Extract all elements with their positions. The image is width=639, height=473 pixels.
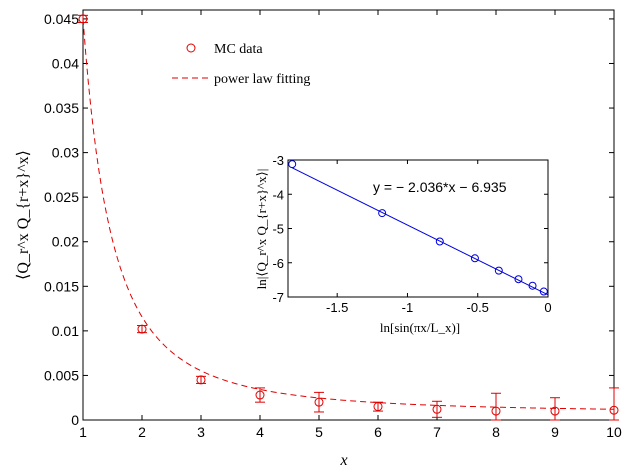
inset-y-tick-label: -5 [272, 222, 284, 237]
main-fit-curve [82, 18, 615, 410]
inset-x-tick-label: 0 [544, 300, 551, 315]
main-x-axis-label: x [339, 452, 347, 469]
y-tick-label: 0.03 [52, 145, 79, 161]
data-point [255, 390, 265, 400]
y-tick-label: 0.02 [52, 234, 79, 250]
y-tick-label: 0.015 [44, 278, 79, 294]
inset-x-tick-label: -1 [402, 300, 414, 315]
inset-data-point [514, 275, 523, 284]
y-tick-label: 0 [71, 412, 79, 428]
y-tick-label: 0.045 [44, 11, 79, 27]
inset-y-axis-label: ln|⟨Q_r^x Q_{r+x}^x⟩| [254, 169, 269, 290]
inset-fit-line [291, 167, 549, 296]
inset-plot-frame [287, 159, 549, 298]
inset-y-tick-label: -7 [272, 290, 284, 305]
data-point [609, 405, 619, 415]
inset-data-point [539, 287, 548, 296]
x-tick-label: 4 [256, 424, 264, 440]
data-point [550, 406, 560, 416]
y-tick-label: 0.035 [44, 100, 79, 116]
legend-label-mc-data: MC data [214, 42, 263, 57]
fit-curve-path [82, 18, 615, 410]
x-tick-label: 8 [492, 424, 500, 440]
inset-data-point [494, 266, 503, 275]
inset-y-tick-label: -4 [272, 187, 284, 202]
inset-fit-line-path [291, 167, 549, 296]
inset-data-point [528, 281, 537, 290]
data-point [432, 404, 442, 414]
y-tick-label: 0.01 [52, 323, 79, 339]
main-data-points [78, 14, 619, 421]
inset-data-point [378, 209, 387, 218]
data-point [314, 397, 324, 407]
inset-fit-equation: y = − 2.036*x − 6.935 [373, 179, 507, 195]
data-point [373, 402, 383, 412]
main-axis-ticks: 1 2 3 4 5 6 7 8 9 10 0 0.005 0.01 0.015 0.02 0.025 0.03 0… [44, 10, 622, 440]
main-legend: MC data power law fitting [172, 42, 310, 87]
inset-x-tick-label: -1.5 [326, 300, 348, 315]
inset-data-point [435, 237, 444, 246]
x-tick-label: 10 [606, 424, 622, 440]
inset-y-tick-label: -6 [272, 256, 284, 271]
y-tick-label: 0.025 [44, 189, 79, 205]
data-point [78, 14, 88, 24]
x-tick-label: 9 [551, 424, 559, 440]
inset-data-points [288, 160, 548, 296]
inset-axis-ticks: -1.5 -1 -0.5 0 -7 -6 -5 -4 -3 [272, 153, 551, 315]
x-tick-label: 5 [315, 424, 323, 440]
x-tick-label: 7 [433, 424, 441, 440]
y-tick-label: 0.005 [44, 367, 79, 383]
y-tick-label: 0.04 [52, 55, 79, 71]
x-tick-label: 3 [197, 424, 205, 440]
data-point [196, 375, 206, 385]
main-y-axis-label: ⟨Q_r^x Q_{r+x}^x⟩ [15, 150, 32, 280]
inset-y-tick-label: -3 [272, 153, 284, 168]
legend-label-power-law: power law fitting [214, 72, 310, 87]
data-point [137, 324, 147, 334]
legend-marker-mc-data [186, 43, 196, 53]
data-point [491, 406, 501, 416]
inset-data-point [288, 160, 297, 169]
inset-x-tick-label: -0.5 [467, 300, 489, 315]
inset-x-axis-label: ln[sin(πx/L_x)] [380, 320, 460, 335]
x-tick-label: 6 [374, 424, 382, 440]
x-tick-label: 2 [138, 424, 146, 440]
x-tick-label: 1 [79, 424, 87, 440]
inset-data-point [470, 254, 479, 263]
